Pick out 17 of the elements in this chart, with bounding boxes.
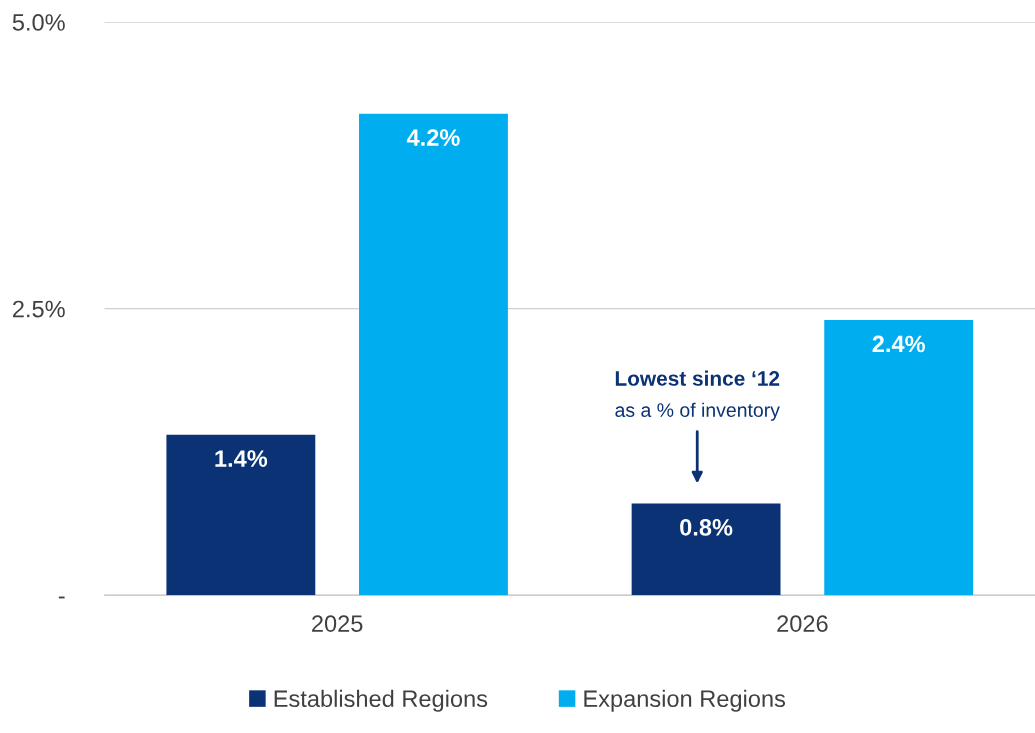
legend-label: Established Regions — [274, 689, 488, 712]
legend-label: Expansion Regions — [584, 689, 786, 712]
bar — [824, 320, 974, 596]
x-tick-label: 2025 — [312, 615, 363, 632]
annotation: Lowest since ‘12 — [615, 370, 780, 386]
data-label: 4.2% — [406, 129, 460, 146]
bar — [166, 434, 316, 596]
data-label: 2.4% — [872, 335, 925, 353]
bar — [359, 113, 508, 596]
y-tick-label: 2.5% — [13, 300, 65, 318]
y-tick-label: 5.0% — [12, 14, 65, 31]
annotation: as a % of inventory — [615, 402, 780, 421]
x-tick-label: 2026 — [777, 615, 828, 632]
data-label: 0.8% — [680, 519, 733, 536]
y-tick-label: - — [58, 596, 65, 599]
bar — [631, 503, 781, 596]
data-label: 1.4% — [215, 450, 268, 467]
